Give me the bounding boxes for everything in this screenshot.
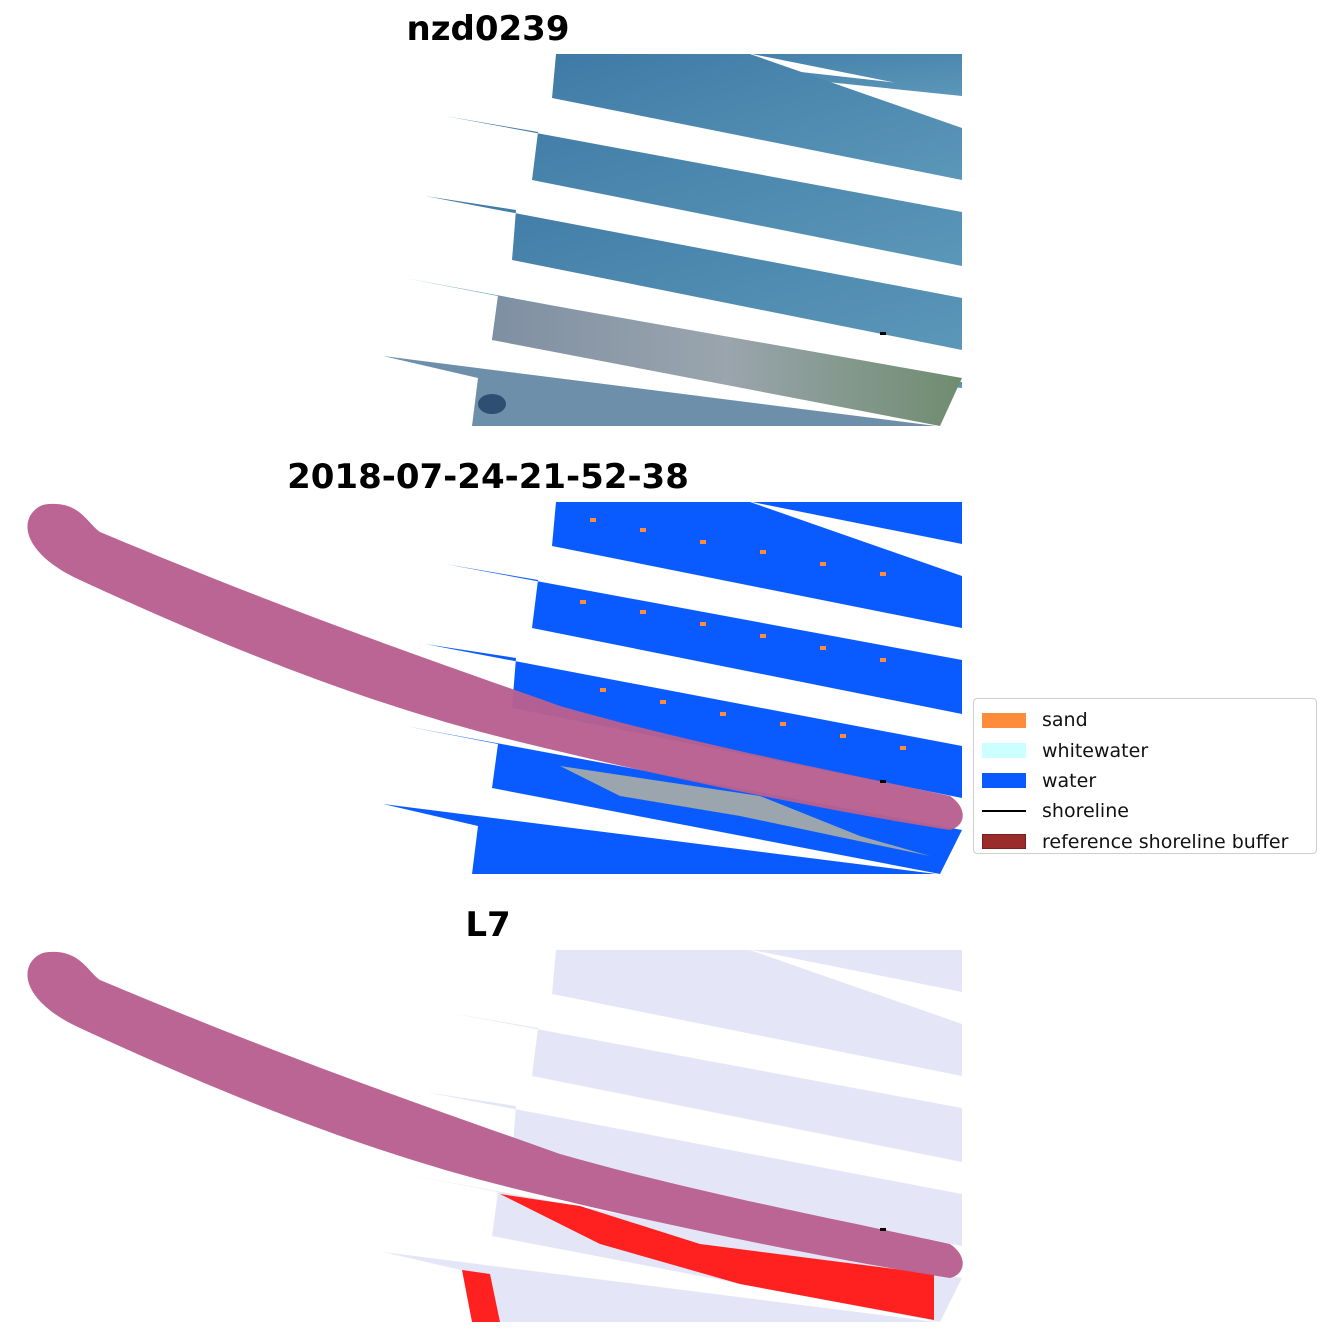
sand-dots xyxy=(580,518,906,750)
class-strip-1 xyxy=(552,502,962,628)
panel-title-classified: 2018-07-24-21-52-38 xyxy=(287,457,689,497)
legend-item-whitewater: whitewater xyxy=(982,735,1308,765)
shoreline-swatch xyxy=(982,810,1026,813)
index-strip-3 xyxy=(425,1092,962,1246)
legend-item-shoreline: shoreline xyxy=(982,796,1308,826)
classified-image-panel xyxy=(27,502,963,874)
class-strip-5 xyxy=(383,804,936,874)
shoreline-mark-2 xyxy=(880,780,886,783)
legend-label-shoreline: shoreline xyxy=(1042,800,1129,823)
index-strip-4 xyxy=(405,1174,962,1322)
panel-title-index: L7 xyxy=(465,905,511,945)
legend: sand whitewater water shoreline referenc… xyxy=(973,698,1317,854)
legend-item-water: water xyxy=(982,766,1308,796)
legend-item-buffer: reference shoreline buffer xyxy=(982,827,1308,857)
rgb-strip-4 xyxy=(405,278,962,426)
index-strip-1 xyxy=(552,950,962,1076)
buffer-swatch xyxy=(982,834,1026,850)
legend-label-water: water xyxy=(1042,769,1097,792)
legend-label-sand: sand xyxy=(1042,709,1088,732)
class-strip-3 xyxy=(425,644,962,798)
rgb-strip-2 xyxy=(445,116,962,266)
reference-shoreline-buffer xyxy=(27,503,963,830)
index-strip-2 xyxy=(445,1012,962,1162)
legend-item-sand: sand xyxy=(982,705,1308,735)
sand-swatch xyxy=(982,712,1026,728)
rgb-strip-3 xyxy=(425,196,962,350)
water-swatch xyxy=(982,773,1026,789)
shoreline-mark xyxy=(880,332,886,335)
rgb-image-panel xyxy=(383,54,962,426)
shoreline-mark-3 xyxy=(880,1228,886,1231)
legend-label-whitewater: whitewater xyxy=(1042,739,1149,762)
rgb-strip-5 xyxy=(383,356,936,426)
reference-shoreline-buffer-2 xyxy=(27,951,963,1278)
whitewater-swatch xyxy=(982,743,1026,759)
class-strip-4 xyxy=(405,726,962,874)
index-image-panel xyxy=(27,950,963,1322)
class-strip-2 xyxy=(445,564,962,714)
rgb-strip-1 xyxy=(552,54,962,180)
legend-label-buffer: reference shoreline buffer xyxy=(1042,830,1289,853)
panel-title-rgb: nzd0239 xyxy=(406,9,570,49)
index-strip-5 xyxy=(383,1252,936,1322)
